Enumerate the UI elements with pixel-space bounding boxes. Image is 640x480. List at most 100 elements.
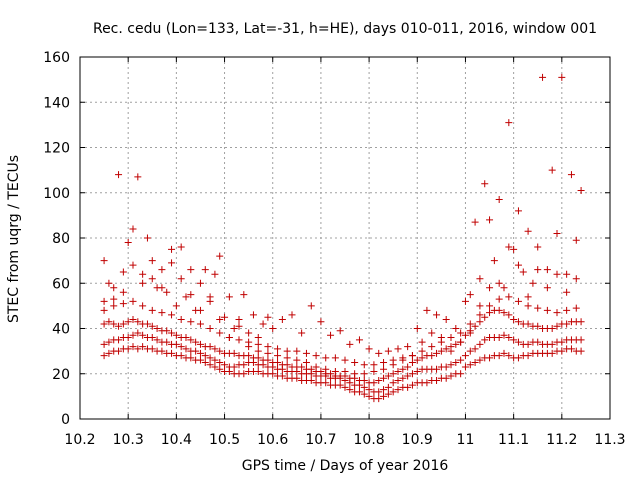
data-point [351, 370, 359, 378]
series-2 [100, 329, 585, 396]
data-point [495, 196, 503, 204]
data-point [254, 334, 262, 342]
data-point [500, 349, 508, 357]
data-point [471, 322, 479, 330]
data-point [201, 352, 209, 360]
data-point [278, 315, 286, 323]
data-point [307, 377, 315, 385]
data-point [293, 356, 301, 364]
data-point [254, 367, 262, 375]
data-point [563, 270, 571, 278]
data-point [505, 311, 513, 319]
data-point [505, 293, 513, 301]
data-point [278, 372, 286, 380]
data-point [110, 302, 118, 310]
data-point [548, 325, 556, 332]
data-point [216, 365, 224, 373]
data-point [553, 309, 561, 317]
data-point [404, 343, 412, 351]
data-point [447, 347, 455, 355]
data-point [375, 395, 383, 403]
data-point [216, 347, 224, 355]
data-point [500, 331, 508, 339]
data-point [187, 318, 195, 326]
series-3 [100, 306, 585, 387]
data-point [539, 73, 547, 81]
data-point [283, 347, 291, 355]
data-point [360, 383, 368, 391]
data-point [143, 234, 151, 242]
data-point [124, 318, 132, 326]
data-point [177, 315, 185, 323]
data-point [500, 284, 508, 292]
data-point [105, 349, 113, 357]
data-point [331, 354, 339, 362]
series-1 [100, 343, 585, 403]
data-point [283, 361, 291, 369]
data-point [100, 297, 108, 305]
data-point [510, 245, 518, 253]
data-point [466, 291, 474, 299]
data-point [240, 361, 248, 369]
data-point [124, 239, 132, 247]
data-point [394, 386, 402, 394]
data-point [177, 343, 185, 351]
data-point [380, 374, 388, 382]
data-point [524, 320, 532, 328]
data-point [452, 340, 460, 348]
data-point [235, 322, 243, 330]
data-point [293, 374, 301, 382]
data-point [384, 383, 392, 391]
data-point [365, 392, 373, 400]
data-point [192, 338, 200, 346]
data-point [567, 171, 575, 179]
data-point [245, 352, 253, 360]
data-point [514, 354, 522, 362]
data-point [187, 291, 195, 299]
data-point [404, 372, 412, 380]
data-point [466, 320, 474, 328]
x-tick-label: 10.9 [402, 432, 433, 448]
data-point [307, 302, 315, 310]
data-point [327, 331, 335, 339]
x-tick-label: 10.2 [64, 432, 95, 448]
data-point [572, 304, 580, 312]
data-point [408, 370, 416, 378]
data-point [471, 218, 479, 226]
y-tick-label: 140 [43, 95, 70, 111]
data-points [100, 73, 585, 403]
data-point [375, 388, 383, 396]
data-point [196, 320, 204, 328]
data-point [105, 318, 113, 326]
data-point [134, 345, 142, 353]
data-point [201, 358, 209, 366]
data-point [100, 257, 108, 265]
data-point [442, 374, 450, 382]
data-point [196, 306, 204, 314]
data-point [461, 297, 469, 305]
data-point [476, 275, 484, 283]
data-point [572, 236, 580, 244]
data-point [553, 322, 561, 330]
data-point [413, 367, 421, 375]
data-point [139, 343, 147, 351]
data-point [129, 343, 137, 351]
data-point [115, 322, 123, 330]
data-point [481, 336, 489, 344]
data-point [168, 311, 176, 319]
data-point [505, 334, 513, 342]
data-point [124, 345, 132, 353]
data-point [168, 329, 176, 337]
data-point [423, 379, 431, 387]
data-point [558, 347, 566, 355]
data-point [524, 302, 532, 310]
data-point [211, 345, 219, 353]
data-point [196, 349, 204, 357]
data-point [269, 325, 277, 332]
data-point [399, 374, 407, 382]
data-point [452, 325, 460, 332]
data-point [143, 320, 151, 328]
data-point [216, 329, 224, 337]
data-point [404, 383, 412, 391]
data-point [269, 370, 277, 378]
